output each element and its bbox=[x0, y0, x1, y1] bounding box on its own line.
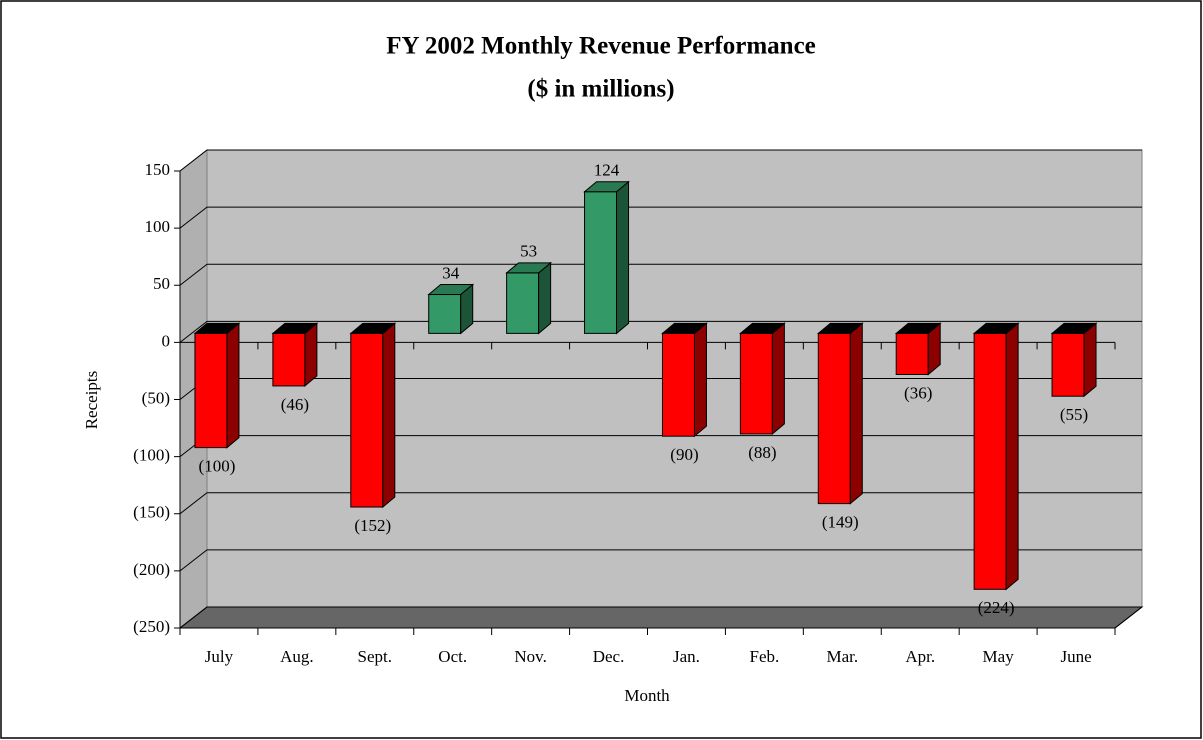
x-tick-label: Jan. bbox=[673, 647, 700, 666]
chart-title: FY 2002 Monthly Revenue Performance bbox=[386, 33, 816, 60]
bar-side bbox=[538, 261, 552, 335]
bar-side bbox=[382, 322, 396, 509]
bar-front bbox=[194, 332, 228, 449]
value-label: (36) bbox=[904, 383, 932, 402]
bar bbox=[505, 261, 553, 335]
y-tick-label: (250) bbox=[133, 617, 170, 636]
x-tick-label: Mar. bbox=[826, 647, 858, 666]
bar-top bbox=[583, 181, 630, 193]
bar-top bbox=[816, 322, 864, 334]
value-label: (46) bbox=[281, 395, 309, 414]
grid-line bbox=[179, 206, 1142, 229]
x-tick-label: Feb. bbox=[750, 647, 780, 666]
bar bbox=[271, 322, 319, 387]
bar-side bbox=[616, 180, 630, 335]
bar bbox=[349, 322, 397, 509]
value-label: (152) bbox=[354, 516, 391, 535]
bar-front bbox=[973, 332, 1007, 590]
bar-front bbox=[817, 332, 851, 505]
x-tick-label: Apr. bbox=[905, 647, 935, 666]
bar-top bbox=[894, 322, 942, 334]
grid-line bbox=[179, 606, 1142, 629]
bar-side bbox=[226, 322, 240, 449]
grid-line bbox=[179, 320, 1142, 343]
bar-top bbox=[427, 284, 475, 296]
value-label: 34 bbox=[442, 263, 460, 282]
x-axis-label: Month bbox=[624, 686, 670, 705]
bar-top bbox=[738, 322, 786, 334]
value-label: (90) bbox=[670, 445, 698, 464]
floor-edge bbox=[1114, 606, 1143, 629]
bar-top bbox=[661, 322, 708, 334]
value-label: (55) bbox=[1060, 405, 1088, 424]
bar-top bbox=[505, 262, 553, 274]
value-label: (100) bbox=[199, 457, 236, 476]
value-label: (224) bbox=[978, 598, 1015, 617]
bar-front bbox=[661, 332, 695, 437]
y-tick-label: (100) bbox=[133, 446, 170, 465]
bar-top bbox=[1050, 322, 1098, 334]
bar-side bbox=[1083, 322, 1097, 398]
bar-front bbox=[739, 332, 773, 435]
value-label: (88) bbox=[748, 443, 776, 462]
bar bbox=[661, 322, 708, 438]
x-tick-label: Oct. bbox=[438, 647, 467, 666]
bar-front bbox=[272, 332, 306, 387]
bar-side bbox=[693, 322, 707, 438]
y-tick-label: 100 bbox=[145, 217, 171, 236]
x-tick-label: July bbox=[205, 647, 234, 666]
bar-side bbox=[849, 322, 863, 505]
y-tick-label: 0 bbox=[162, 331, 171, 350]
chart-subtitle: ($ in millions) bbox=[527, 76, 674, 103]
value-label: 124 bbox=[594, 161, 620, 180]
bar bbox=[1050, 322, 1098, 398]
bar-front bbox=[506, 272, 540, 334]
bar-side bbox=[1005, 322, 1019, 591]
bar bbox=[894, 322, 942, 376]
bar-top bbox=[271, 322, 319, 334]
y-axis-label: Receipts bbox=[82, 371, 101, 430]
bar-front bbox=[350, 332, 384, 508]
y-tick-label: (50) bbox=[142, 388, 170, 407]
x-tick-label: Aug. bbox=[280, 647, 314, 666]
x-tick-label: May bbox=[983, 647, 1015, 666]
value-label: 53 bbox=[520, 242, 537, 261]
y-tick-label: (150) bbox=[133, 503, 170, 522]
x-tick-label: June bbox=[1060, 647, 1091, 666]
bar bbox=[972, 322, 1020, 591]
bar-side bbox=[304, 322, 318, 387]
bar-front bbox=[895, 332, 929, 376]
y-tick-label: (200) bbox=[133, 560, 170, 579]
bar-front bbox=[584, 191, 618, 334]
grid-line bbox=[179, 263, 1142, 286]
bar-side bbox=[771, 322, 785, 435]
grid-line bbox=[179, 549, 1142, 572]
bar bbox=[816, 322, 864, 505]
bar bbox=[738, 322, 786, 435]
bar-front bbox=[428, 294, 462, 334]
bar bbox=[193, 322, 241, 449]
x-tick-label: Sept. bbox=[358, 647, 392, 666]
bar-top bbox=[972, 322, 1020, 334]
bar bbox=[583, 180, 630, 335]
y-tick-label: 150 bbox=[145, 160, 171, 179]
grid-line bbox=[179, 149, 1142, 172]
bar bbox=[427, 283, 475, 335]
value-label: (149) bbox=[822, 513, 859, 532]
bar-top bbox=[193, 322, 241, 334]
x-tick-label: Nov. bbox=[514, 647, 546, 666]
y-tick-label: 50 bbox=[153, 274, 170, 293]
bar-front bbox=[1051, 332, 1085, 397]
x-tick-label: Dec. bbox=[593, 647, 625, 666]
bar-top bbox=[349, 322, 397, 334]
